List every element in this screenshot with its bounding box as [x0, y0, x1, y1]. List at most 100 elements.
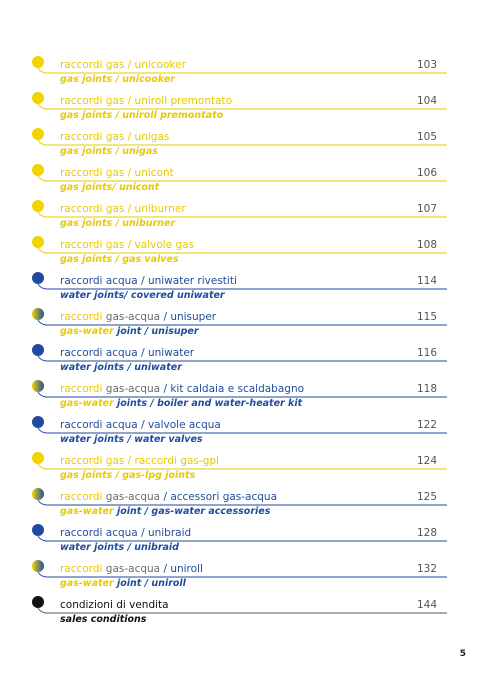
subtitle-part: water joints/ covered uniwater: [60, 290, 226, 301]
page-ref: 105: [417, 131, 437, 143]
bullet: [32, 560, 44, 572]
page-ref: 106: [417, 167, 437, 179]
title-part: / unisuper: [160, 311, 217, 323]
page-ref: 132: [417, 563, 437, 575]
title-part: / accessori gas-acqua: [160, 491, 277, 503]
title-part: raccordi gas / unicooker: [60, 59, 187, 71]
connector: [37, 463, 447, 470]
bullet: [32, 164, 44, 176]
connector: [37, 355, 447, 362]
subtitle-part: gas-water: [60, 506, 115, 517]
subtitle-part: gas-water: [60, 578, 115, 589]
subtitle-part: gas joints / unicooker: [60, 74, 176, 85]
title-part: raccordi gas / unigas: [60, 131, 169, 143]
bullet: [32, 344, 44, 356]
connector: [37, 247, 447, 254]
entry-title: raccordi acqua / uniwater rivestiti: [60, 275, 237, 287]
bullet: [32, 200, 44, 212]
page-ref: 128: [417, 527, 437, 539]
bullet: [32, 380, 44, 392]
title-part: gas-acqua: [102, 491, 160, 503]
subtitle-part: joint: [114, 578, 142, 589]
entry-title: raccordi gas-acqua / uniroll: [60, 563, 203, 575]
title-part: condizioni di vendita: [60, 599, 169, 611]
title-part: raccordi: [60, 383, 102, 395]
entry-title: raccordi gas-acqua / accessori gas-acqua: [60, 491, 277, 503]
page-ref: 116: [417, 347, 437, 359]
page-ref: 125: [417, 491, 437, 503]
bullet: [32, 488, 44, 500]
connector: [37, 571, 447, 578]
subtitle-part: gas joints / uniroll premontato: [60, 110, 224, 121]
entry-title: raccordi gas / raccordi gas-gpl: [60, 455, 219, 467]
title-part: raccordi: [60, 563, 102, 575]
page-ref: 104: [417, 95, 437, 107]
subtitle-part: sales conditions: [60, 614, 147, 625]
title-part: raccordi gas / uniburner: [60, 203, 186, 215]
entry-title: raccordi gas-acqua / kit caldaia e scald…: [60, 383, 304, 395]
title-part: raccordi gas / unicont: [60, 167, 174, 179]
title-part: raccordi: [60, 491, 102, 503]
subtitle-part: gas joints/ unicont: [60, 182, 160, 193]
entry-subtitle: gas joints / unigas: [60, 146, 158, 157]
connector: [37, 391, 447, 398]
subtitle-part: gas joints / unigas: [60, 146, 158, 157]
entry-title: raccordi gas / uniburner: [60, 203, 186, 215]
subtitle-part: joint: [114, 506, 142, 517]
page-number: 5: [460, 649, 466, 659]
subtitle-part: water joints / water valves: [60, 434, 203, 445]
title-part: / uniroll: [160, 563, 203, 575]
page-ref: 115: [417, 311, 437, 323]
page-ref: 114: [417, 275, 437, 287]
bullet: [32, 92, 44, 104]
entry-subtitle: gas-water joints / boiler and water-heat…: [60, 398, 303, 409]
title-part: raccordi: [60, 311, 102, 323]
subtitle-part: joints: [114, 398, 148, 409]
title-part: gas-acqua: [102, 383, 160, 395]
entry-title: raccordi gas-acqua / unisuper: [60, 311, 217, 323]
subtitle-part: / uniroll: [141, 578, 186, 589]
entry-subtitle: gas-water joint / uniroll: [60, 578, 187, 589]
entry-subtitle: gas joints / uniroll premontato: [60, 110, 224, 121]
entry-title: raccordi gas / unicont: [60, 167, 174, 179]
entry-title: raccordi gas / unicooker: [60, 59, 187, 71]
connector: [37, 175, 447, 182]
entry-title: raccordi gas / valvole gas: [60, 239, 194, 251]
connector: [37, 67, 447, 74]
subtitle-part: joint: [114, 326, 142, 337]
connector: [37, 283, 447, 290]
connector: [37, 427, 447, 434]
entry-subtitle: gas-water joint / unisuper: [60, 326, 200, 337]
page-ref: 108: [417, 239, 437, 251]
entry-subtitle: gas joints / uniburner: [60, 218, 176, 229]
title-part: raccordi acqua / uniwater rivestiti: [60, 275, 237, 287]
connector: [37, 211, 447, 218]
subtitle-part: gas joints / gas-lpg joints: [60, 470, 196, 481]
subtitle-part: gas-water: [60, 398, 115, 409]
page-ref: 122: [417, 419, 437, 431]
entry-title: raccordi acqua / unibraid: [60, 527, 191, 539]
bullet: [32, 524, 44, 536]
bullet: [32, 236, 44, 248]
subtitle-part: gas joints / uniburner: [60, 218, 176, 229]
title-part: raccordi acqua / unibraid: [60, 527, 191, 539]
subtitle-part: / boiler and water-heater kit: [147, 398, 303, 409]
title-part: raccordi gas / valvole gas: [60, 239, 194, 251]
page-ref: 124: [417, 455, 437, 467]
entry-subtitle: water joints / water valves: [60, 434, 203, 445]
connector: [37, 607, 447, 614]
bullet: [32, 308, 44, 320]
entry-subtitle: gas joints/ unicont: [60, 182, 160, 193]
entry-subtitle: water joints / unibraid: [60, 542, 179, 553]
entry-title: condizioni di vendita: [60, 599, 169, 611]
bullet: [32, 272, 44, 284]
title-part: / kit caldaia e scaldabagno: [160, 383, 304, 395]
entry-title: raccordi gas / unigas: [60, 131, 169, 143]
title-part: gas-acqua: [102, 311, 160, 323]
title-part: gas-acqua: [102, 563, 160, 575]
entry-subtitle: gas joints / unicooker: [60, 74, 176, 85]
connector: [37, 535, 447, 542]
title-part: raccordi gas / raccordi gas-gpl: [60, 455, 219, 467]
entry-title: raccordi acqua / uniwater: [60, 347, 195, 359]
bullet: [32, 56, 44, 68]
